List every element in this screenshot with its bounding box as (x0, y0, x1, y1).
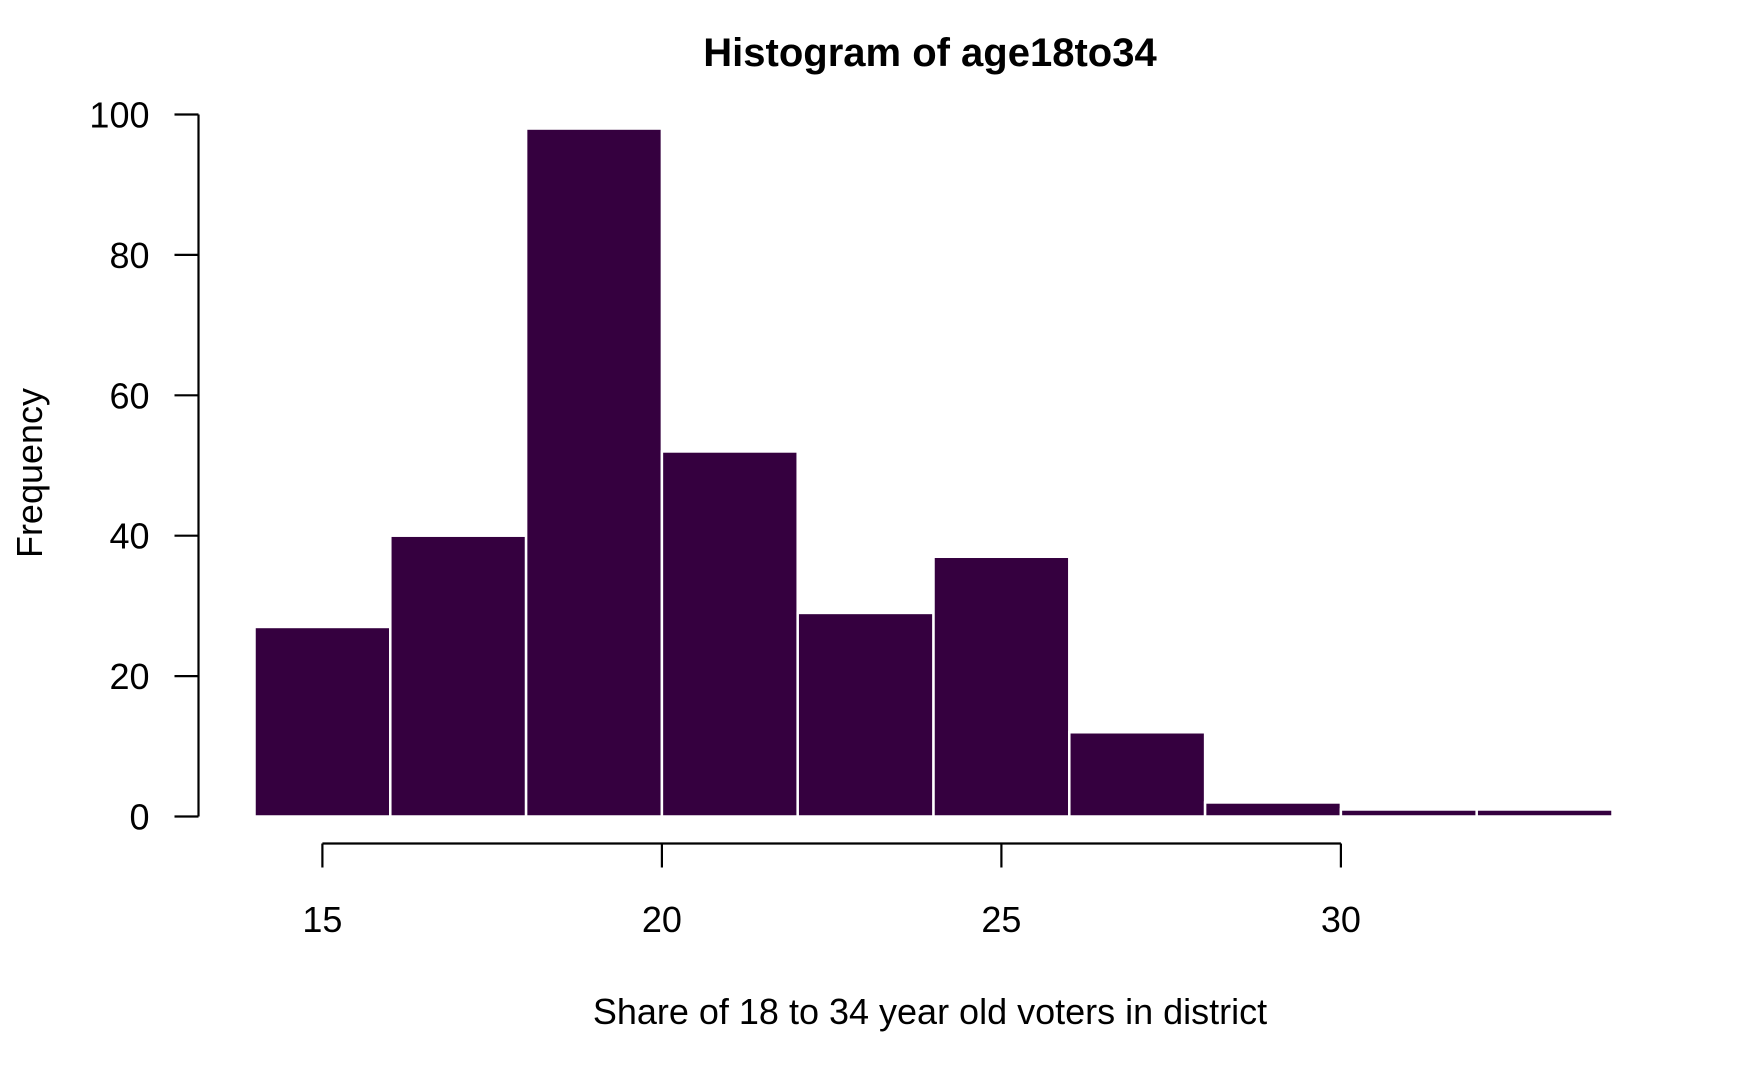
x-axis-label: Share of 18 to 34 year old voters in dis… (593, 991, 1267, 1032)
y-tick-label-3: 60 (109, 375, 149, 416)
histogram-bar-6 (1068, 731, 1207, 818)
histogram-bar-2 (524, 127, 664, 818)
histogram-bar-3 (660, 450, 799, 818)
y-tick-label-0: 0 (129, 797, 149, 838)
histogram-bar-0 (253, 625, 392, 818)
x-tick-label-3: 30 (1321, 899, 1361, 940)
y-tick-label-5: 100 (89, 95, 149, 136)
x-tick-label-1: 20 (642, 899, 682, 940)
y-axis-label: Frequency (9, 388, 50, 558)
x-tick-label-0: 15 (302, 899, 342, 940)
histogram-bar-4 (796, 611, 935, 818)
histogram-bar-8 (1339, 808, 1478, 818)
histogram-bar-7 (1203, 801, 1343, 818)
x-tick-label-2: 25 (981, 899, 1021, 940)
histogram-bars (253, 127, 1614, 818)
y-axis: 0 20 40 60 80 100 (89, 95, 200, 838)
chart-title: Histogram of age18to34 (703, 31, 1157, 75)
y-tick-label-4: 80 (109, 235, 149, 276)
histogram-bar-9 (1475, 808, 1614, 818)
y-tick-label-2: 40 (109, 516, 149, 557)
y-tick-label-1: 20 (109, 656, 149, 697)
histogram-bar-1 (389, 534, 528, 818)
histogram-bar-5 (932, 555, 1071, 818)
x-axis: 15 20 25 30 (302, 842, 1361, 940)
